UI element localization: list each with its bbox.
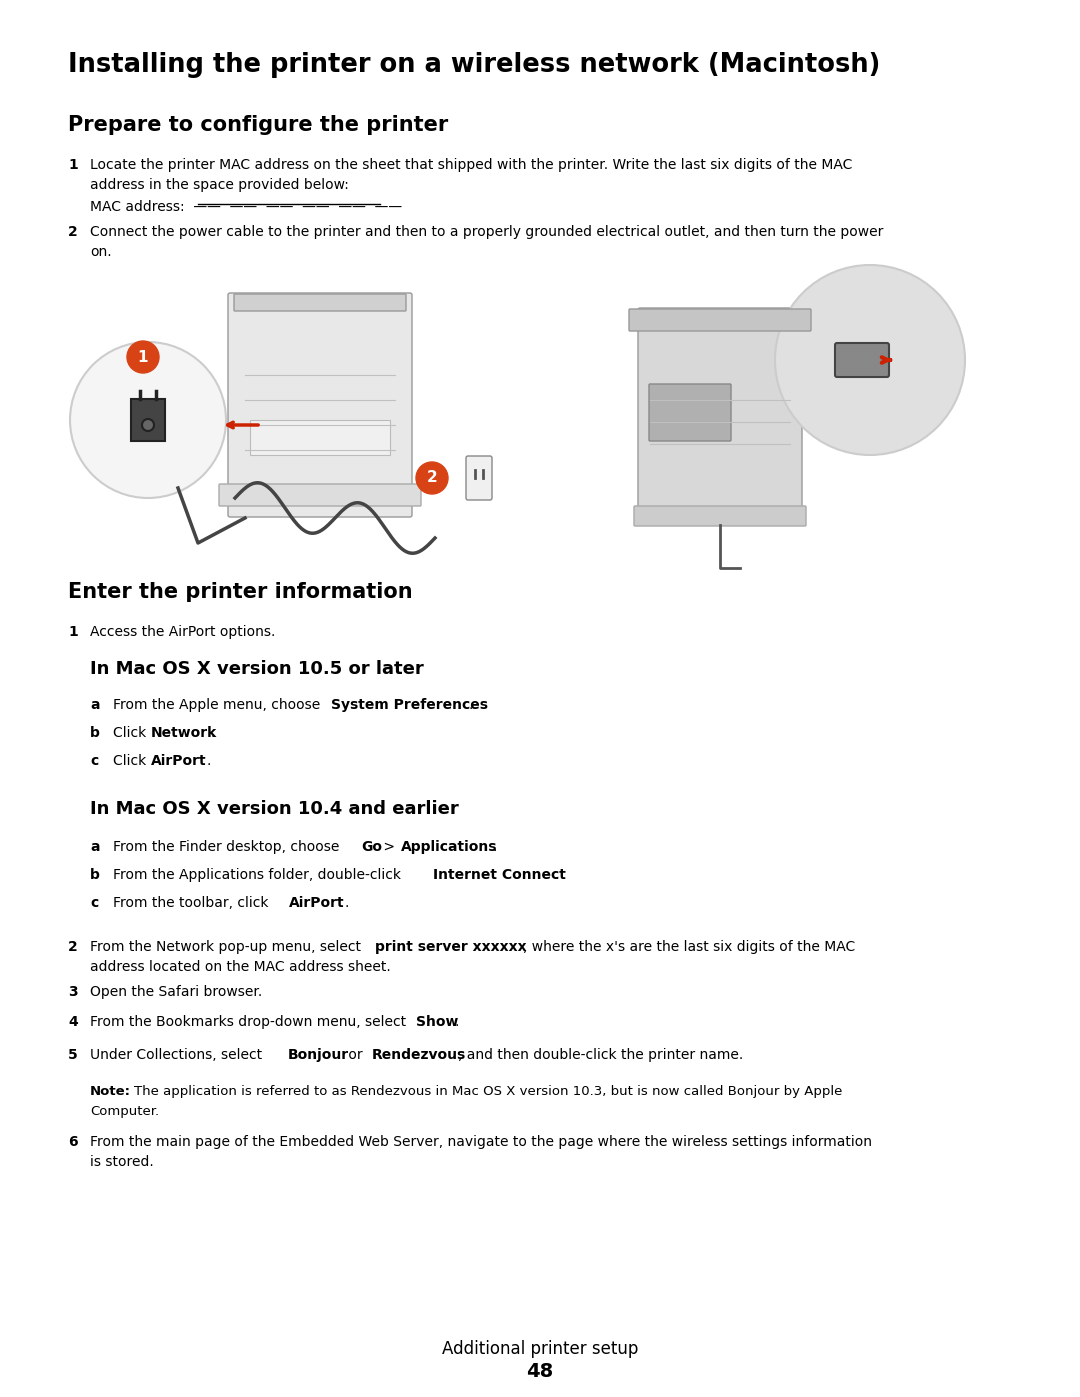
Bar [249,420,390,455]
Text: Click: Click [113,726,150,740]
Text: Bonjour: Bonjour [288,1048,349,1062]
Text: Connect the power cable to the printer and then to a properly grounded electrica: Connect the power cable to the printer a… [90,225,883,239]
Text: MAC address:  ——  ——  ——  ——  ——  ——: MAC address: —— —— —— —— —— —— [90,200,402,214]
Text: Locate the printer MAC address on the sheet that shipped with the printer. Write: Locate the printer MAC address on the sh… [90,158,852,172]
Text: 1: 1 [138,349,148,365]
Text: a: a [90,840,99,854]
Text: address in the space provided below:: address in the space provided below: [90,177,349,191]
Text: AirPort: AirPort [151,754,206,768]
Text: Click: Click [113,754,150,768]
Circle shape [416,462,448,495]
FancyBboxPatch shape [219,483,421,506]
Circle shape [127,341,159,373]
Text: , and then double-click the printer name.: , and then double-click the printer name… [458,1048,743,1062]
Text: 2: 2 [68,225,78,239]
Text: c: c [90,895,98,909]
Text: a: a [90,698,99,712]
Text: b: b [90,868,99,882]
Text: In Mac OS X version 10.4 and earlier: In Mac OS X version 10.4 and earlier [90,800,459,819]
FancyBboxPatch shape [465,455,492,500]
Text: Prepare to configure the printer: Prepare to configure the printer [68,115,448,136]
Text: 48: 48 [526,1362,554,1382]
Text: In Mac OS X version 10.5 or later: In Mac OS X version 10.5 or later [90,659,423,678]
Text: Access the AirPort options.: Access the AirPort options. [90,624,275,638]
Text: .: . [345,895,349,909]
Text: .: . [555,868,559,882]
Text: 2: 2 [427,471,437,486]
Text: Enter the printer information: Enter the printer information [68,583,413,602]
Text: Internet Connect: Internet Connect [433,868,566,882]
Text: .: . [211,726,215,740]
Text: b: b [90,726,99,740]
Bar [131,400,165,441]
Text: System Preferences: System Preferences [330,698,488,712]
Text: Rendezvous: Rendezvous [372,1048,467,1062]
Text: on.: on. [90,244,111,258]
Text: Computer.: Computer. [90,1105,159,1118]
Text: 1: 1 [68,624,78,638]
Text: From the toolbar, click: From the toolbar, click [113,895,273,909]
FancyBboxPatch shape [234,293,406,312]
Text: From the Apple menu, choose: From the Apple menu, choose [113,698,325,712]
Text: AirPort: AirPort [289,895,345,909]
Text: .: . [454,1016,458,1030]
Text: Go: Go [361,840,382,854]
Text: From the Applications folder, double-click: From the Applications folder, double-cli… [113,868,405,882]
FancyBboxPatch shape [638,307,802,522]
Text: Note:: Note: [90,1085,131,1098]
Text: From the Bookmarks drop-down menu, select: From the Bookmarks drop-down menu, selec… [90,1016,410,1030]
Text: From the Finder desktop, choose: From the Finder desktop, choose [113,840,343,854]
Text: is stored.: is stored. [90,1155,153,1169]
Text: 2: 2 [68,940,78,954]
Circle shape [141,419,154,432]
Text: c: c [90,754,98,768]
Text: .: . [206,754,211,768]
FancyBboxPatch shape [649,384,731,441]
Text: , where the x's are the last six digits of the MAC: , where the x's are the last six digits … [523,940,855,954]
Text: .: . [492,840,498,854]
FancyBboxPatch shape [228,293,411,517]
Text: Applications: Applications [401,840,498,854]
FancyBboxPatch shape [835,344,889,377]
FancyBboxPatch shape [629,309,811,331]
Text: 5: 5 [68,1048,78,1062]
Text: >: > [379,840,400,854]
Text: Under Collections, select: Under Collections, select [90,1048,267,1062]
Text: From the main page of the Embedded Web Server, navigate to the page where the wi: From the main page of the Embedded Web S… [90,1134,872,1148]
Text: 1: 1 [68,158,78,172]
Circle shape [70,342,226,497]
Text: print server xxxxxx: print server xxxxxx [375,940,527,954]
Text: address located on the MAC address sheet.: address located on the MAC address sheet… [90,960,391,974]
Text: From the Network pop-up menu, select: From the Network pop-up menu, select [90,940,365,954]
Text: Network: Network [151,726,217,740]
Text: .: . [469,698,473,712]
Circle shape [775,265,966,455]
Text: Additional printer setup: Additional printer setup [442,1340,638,1358]
Text: 3: 3 [68,985,78,999]
Text: Open the Safari browser.: Open the Safari browser. [90,985,262,999]
Text: or: or [345,1048,367,1062]
Text: 4: 4 [68,1016,78,1030]
Text: Show: Show [416,1016,458,1030]
FancyBboxPatch shape [634,506,806,527]
Text: The application is referred to as Rendezvous in Mac OS X version 10.3, but is no: The application is referred to as Rendez… [134,1085,842,1098]
Text: 6: 6 [68,1134,78,1148]
Text: Installing the printer on a wireless network (Macintosh): Installing the printer on a wireless net… [68,52,880,78]
